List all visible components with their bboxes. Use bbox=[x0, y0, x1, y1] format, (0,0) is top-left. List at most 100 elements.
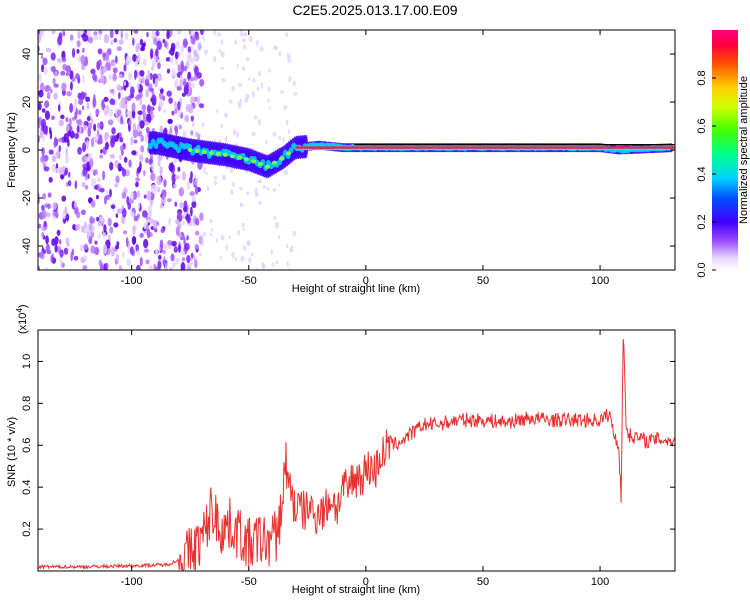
noise-speckle bbox=[76, 40, 81, 48]
noise-speckle bbox=[280, 90, 285, 95]
noise-speckle bbox=[197, 47, 202, 52]
noise-speckle bbox=[102, 65, 107, 73]
noise-speckle bbox=[284, 32, 289, 38]
y-tick-label: 0.4 bbox=[21, 480, 33, 495]
noise-speckle bbox=[87, 173, 90, 179]
noise-speckle bbox=[203, 167, 207, 173]
noise-speckle bbox=[151, 30, 155, 41]
noise-speckle bbox=[77, 92, 82, 100]
noise-speckle bbox=[242, 44, 247, 50]
noise-speckle bbox=[118, 92, 121, 100]
noise-speckle bbox=[109, 98, 115, 106]
noise-speckle bbox=[233, 129, 237, 136]
noise-speckle bbox=[260, 82, 264, 90]
noise-speckle bbox=[115, 244, 120, 250]
noise-speckle bbox=[131, 248, 135, 257]
noise-speckle bbox=[221, 174, 227, 181]
noise-speckle bbox=[52, 77, 56, 86]
noise-speckle bbox=[102, 52, 106, 58]
noise-speckle bbox=[178, 244, 181, 254]
noise-speckle bbox=[74, 200, 77, 209]
noise-speckle bbox=[74, 133, 79, 140]
noise-speckle bbox=[97, 233, 101, 240]
noise-speckle bbox=[41, 108, 46, 113]
noise-speckle bbox=[242, 245, 247, 251]
noise-speckle bbox=[43, 267, 50, 270]
noise-speckle bbox=[167, 239, 173, 246]
snr-panel: -100 -50 0 50 100 0.2 0.4 0.6 0.8 1.0 (x104) bbox=[15, 304, 676, 588]
noise-speckle bbox=[86, 231, 90, 240]
noise-speckle bbox=[80, 209, 86, 216]
noise-speckle bbox=[174, 175, 180, 180]
noise-speckle bbox=[162, 249, 166, 254]
noise-speckle bbox=[107, 217, 112, 227]
noise-speckle bbox=[65, 213, 70, 222]
noise-speckle bbox=[179, 201, 184, 209]
noise-speckle bbox=[220, 39, 224, 46]
noise-speckle bbox=[188, 104, 194, 114]
noise-speckle bbox=[183, 40, 188, 46]
noise-speckle bbox=[120, 102, 126, 109]
noise-speckle bbox=[139, 38, 144, 46]
noise-speckle bbox=[38, 33, 42, 43]
noise-speckle bbox=[251, 131, 256, 137]
noise-speckle bbox=[81, 64, 85, 70]
noise-speckle bbox=[50, 255, 54, 263]
noise-speckle bbox=[106, 62, 112, 71]
noise-speckle bbox=[62, 31, 66, 37]
noise-speckle bbox=[99, 154, 104, 159]
noise-speckle bbox=[177, 109, 182, 118]
noise-speckle bbox=[102, 230, 106, 239]
noise-speckle bbox=[220, 51, 225, 58]
noise-speckle bbox=[109, 226, 114, 234]
noise-speckle bbox=[63, 132, 69, 143]
noise-speckle bbox=[145, 218, 152, 223]
noise-speckle bbox=[259, 45, 264, 53]
noise-speckle bbox=[215, 237, 218, 244]
noise-speckle bbox=[121, 251, 125, 258]
noise-speckle bbox=[287, 129, 291, 135]
noise-speckle bbox=[230, 188, 234, 196]
noise-speckle bbox=[292, 80, 296, 87]
noise-speckle bbox=[255, 267, 258, 270]
noise-speckle bbox=[167, 119, 173, 124]
noise-speckle bbox=[237, 82, 243, 87]
noise-speckle bbox=[113, 222, 119, 228]
noise-speckle bbox=[139, 120, 145, 129]
noise-speckle bbox=[189, 86, 193, 96]
noise-speckle bbox=[64, 154, 70, 164]
noise-speckle bbox=[155, 30, 160, 37]
noise-speckle bbox=[65, 146, 68, 157]
noise-speckle bbox=[262, 185, 267, 189]
noise-speckle bbox=[95, 108, 100, 116]
noise-speckle bbox=[86, 139, 89, 150]
noise-speckle bbox=[147, 212, 152, 219]
noise-speckle bbox=[60, 70, 66, 76]
x-tick-label: 100 bbox=[591, 275, 609, 287]
noise-speckle bbox=[199, 79, 205, 87]
noise-speckle bbox=[58, 239, 62, 245]
noise-speckle bbox=[150, 184, 157, 194]
noise-speckle bbox=[71, 47, 76, 58]
noise-speckle bbox=[65, 237, 70, 246]
noise-speckle bbox=[131, 236, 137, 245]
noise-speckle bbox=[71, 77, 75, 83]
snr-scale-prefix: (x10 bbox=[17, 313, 29, 334]
noise-speckle bbox=[174, 78, 179, 89]
noise-speckle bbox=[139, 256, 143, 267]
noise-speckle bbox=[85, 96, 91, 103]
noise-speckle bbox=[278, 183, 281, 187]
noise-speckle bbox=[231, 251, 235, 259]
noise-speckle bbox=[156, 40, 162, 51]
noise-speckle bbox=[197, 41, 202, 47]
y-tick-label: 1.0 bbox=[21, 354, 33, 369]
noise-speckle bbox=[208, 219, 214, 224]
x-tick-label: 50 bbox=[477, 275, 489, 287]
noise-speckle bbox=[243, 31, 248, 37]
noise-speckle bbox=[116, 84, 121, 91]
noise-speckle bbox=[142, 210, 148, 218]
noise-speckle bbox=[175, 218, 180, 225]
noise-speckle bbox=[86, 102, 90, 110]
noise-speckle bbox=[82, 74, 85, 84]
noise-speckle bbox=[78, 98, 84, 105]
